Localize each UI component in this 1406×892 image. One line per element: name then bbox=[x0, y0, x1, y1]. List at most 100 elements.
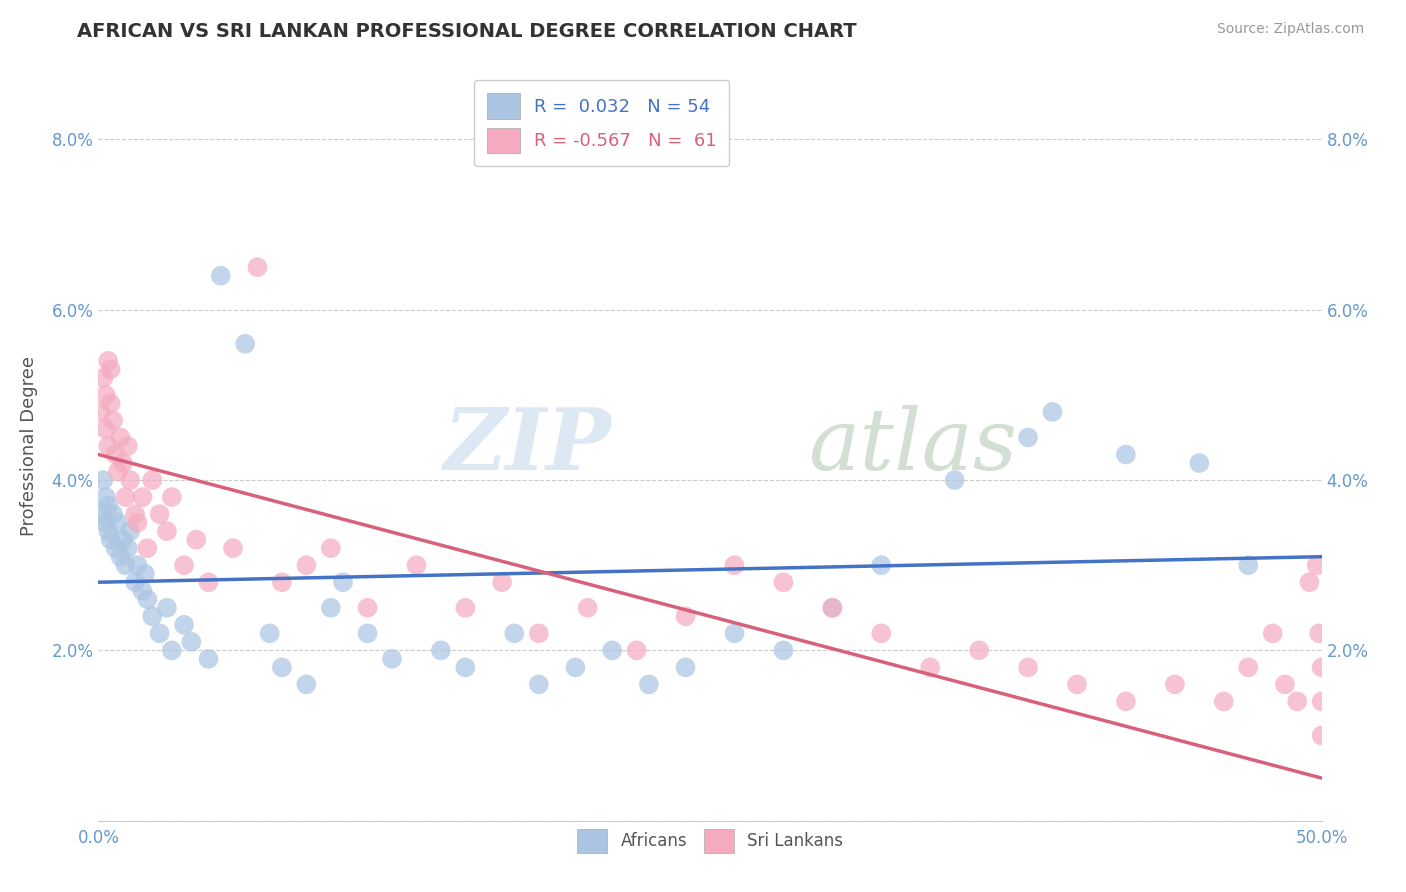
Point bbox=[107, 516, 129, 530]
Y-axis label: Professional Degree: Professional Degree bbox=[20, 356, 38, 536]
Point bbox=[233, 336, 256, 351]
Point bbox=[90, 405, 112, 419]
Point bbox=[1237, 660, 1260, 674]
Point bbox=[90, 507, 112, 521]
Point bbox=[131, 583, 153, 598]
Point bbox=[111, 533, 134, 547]
Point bbox=[564, 660, 586, 674]
Point bbox=[1115, 694, 1137, 708]
Text: atlas: atlas bbox=[808, 405, 1017, 487]
Point bbox=[91, 473, 114, 487]
Point bbox=[94, 422, 117, 436]
Point bbox=[626, 643, 648, 657]
Point bbox=[134, 566, 156, 581]
Text: ZIP: ZIP bbox=[444, 404, 612, 488]
Point bbox=[149, 626, 172, 640]
Point bbox=[1310, 694, 1333, 708]
Point bbox=[1308, 626, 1330, 640]
Point bbox=[160, 490, 183, 504]
Point bbox=[503, 626, 526, 640]
Point bbox=[173, 558, 195, 573]
Point bbox=[920, 660, 942, 674]
Point bbox=[1298, 575, 1320, 590]
Point bbox=[114, 490, 136, 504]
Point bbox=[136, 592, 159, 607]
Point bbox=[723, 558, 745, 573]
Point bbox=[1274, 677, 1296, 691]
Point bbox=[381, 652, 404, 666]
Point bbox=[491, 575, 513, 590]
Point bbox=[149, 507, 172, 521]
Point bbox=[967, 643, 990, 657]
Point bbox=[1164, 677, 1187, 691]
Point bbox=[527, 677, 550, 691]
Point bbox=[100, 533, 122, 547]
Point bbox=[111, 456, 134, 470]
Point bbox=[430, 643, 453, 657]
Point bbox=[723, 626, 745, 640]
Point bbox=[101, 507, 124, 521]
Point bbox=[1286, 694, 1309, 708]
Point bbox=[600, 643, 623, 657]
Point bbox=[127, 558, 149, 573]
Point bbox=[1066, 677, 1088, 691]
Point bbox=[160, 643, 183, 657]
Point bbox=[141, 609, 163, 624]
Point bbox=[100, 362, 122, 376]
Point bbox=[104, 448, 127, 462]
Point bbox=[675, 660, 697, 674]
Point bbox=[197, 575, 219, 590]
Point bbox=[1017, 660, 1039, 674]
Point bbox=[97, 499, 120, 513]
Point bbox=[1261, 626, 1284, 640]
Point bbox=[100, 396, 122, 410]
Text: Source: ZipAtlas.com: Source: ZipAtlas.com bbox=[1216, 22, 1364, 37]
Point bbox=[107, 465, 129, 479]
Point bbox=[141, 473, 163, 487]
Point bbox=[94, 490, 117, 504]
Point bbox=[120, 473, 142, 487]
Point bbox=[295, 677, 318, 691]
Point bbox=[332, 575, 354, 590]
Point bbox=[1017, 430, 1039, 444]
Point bbox=[270, 660, 294, 674]
Point bbox=[117, 439, 139, 453]
Point bbox=[870, 626, 893, 640]
Point bbox=[120, 524, 142, 538]
Point bbox=[527, 626, 550, 640]
Point bbox=[97, 524, 120, 538]
Point bbox=[124, 575, 146, 590]
Point bbox=[110, 430, 132, 444]
Point bbox=[576, 600, 599, 615]
Point bbox=[821, 600, 844, 615]
Point bbox=[1306, 558, 1329, 573]
Point bbox=[356, 626, 378, 640]
Point bbox=[675, 609, 697, 624]
Point bbox=[94, 516, 117, 530]
Point bbox=[180, 635, 202, 649]
Point bbox=[156, 524, 179, 538]
Point bbox=[117, 541, 139, 556]
Point bbox=[1042, 405, 1064, 419]
Point bbox=[136, 541, 159, 556]
Point bbox=[821, 600, 844, 615]
Legend: Africans, Sri Lankans: Africans, Sri Lankans bbox=[568, 821, 852, 861]
Point bbox=[97, 354, 120, 368]
Point bbox=[91, 371, 114, 385]
Point bbox=[222, 541, 245, 556]
Point bbox=[1237, 558, 1260, 573]
Point bbox=[454, 660, 477, 674]
Point bbox=[270, 575, 294, 590]
Point bbox=[127, 516, 149, 530]
Point bbox=[97, 439, 120, 453]
Point bbox=[186, 533, 208, 547]
Point bbox=[110, 549, 132, 564]
Point bbox=[1310, 660, 1333, 674]
Point bbox=[319, 541, 342, 556]
Point bbox=[101, 413, 124, 427]
Point bbox=[246, 260, 269, 275]
Point bbox=[104, 541, 127, 556]
Point bbox=[173, 617, 195, 632]
Point bbox=[1212, 694, 1234, 708]
Point bbox=[405, 558, 427, 573]
